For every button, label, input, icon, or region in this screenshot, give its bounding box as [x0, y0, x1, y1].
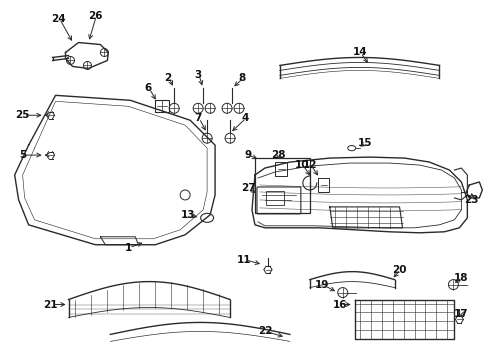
Text: 26: 26	[88, 11, 103, 21]
Text: 11: 11	[237, 255, 251, 265]
Text: 19: 19	[315, 280, 329, 289]
Text: 12: 12	[302, 160, 317, 170]
Text: 15: 15	[357, 138, 372, 148]
Bar	[275, 162, 287, 176]
Text: 5: 5	[19, 150, 26, 160]
Text: 14: 14	[352, 48, 367, 58]
Text: 18: 18	[454, 273, 468, 283]
Bar	[255, 158, 310, 213]
Text: 22: 22	[258, 327, 272, 336]
Text: 27: 27	[241, 183, 255, 193]
Text: 9: 9	[245, 150, 251, 160]
Text: 17: 17	[454, 310, 469, 319]
Text: 16: 16	[333, 300, 347, 310]
Text: 13: 13	[181, 210, 196, 220]
Text: 20: 20	[392, 265, 407, 275]
Text: 21: 21	[43, 300, 58, 310]
Text: 10: 10	[294, 160, 309, 170]
Text: 2: 2	[165, 73, 172, 84]
Text: 25: 25	[15, 110, 30, 120]
Text: 3: 3	[195, 71, 202, 80]
Text: 24: 24	[51, 14, 66, 24]
Text: 6: 6	[145, 84, 152, 93]
Text: 28: 28	[270, 150, 285, 160]
Text: 1: 1	[125, 243, 132, 253]
Text: 23: 23	[464, 195, 479, 205]
Bar	[318, 178, 329, 192]
Bar	[266, 191, 284, 205]
Text: 4: 4	[241, 113, 249, 123]
Text: 8: 8	[238, 73, 245, 84]
Bar	[155, 100, 169, 112]
Text: 7: 7	[195, 113, 202, 123]
